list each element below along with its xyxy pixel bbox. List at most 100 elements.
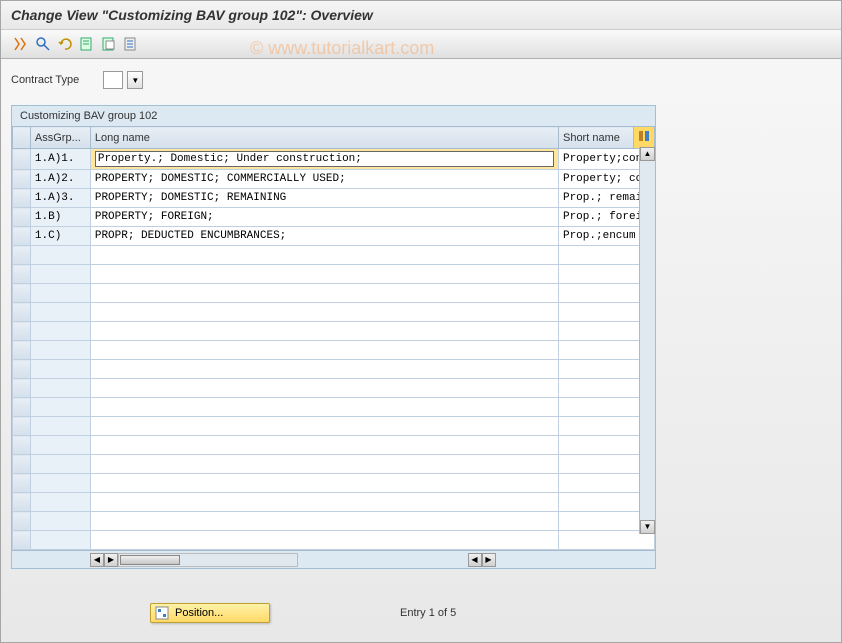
row-selector[interactable] <box>13 360 31 379</box>
cell-long[interactable] <box>90 474 558 493</box>
find-icon[interactable] <box>33 34 53 54</box>
cell-assgrp[interactable]: 1.B) <box>30 208 90 227</box>
table-row-empty[interactable] <box>13 398 655 417</box>
row-selector[interactable] <box>13 341 31 360</box>
cell-assgrp[interactable] <box>30 398 90 417</box>
col-assgrp-header[interactable]: AssGrp... <box>30 127 90 149</box>
scroll-left-icon-2[interactable]: ◀ <box>468 553 482 567</box>
scroll-right-icon-2[interactable]: ▶ <box>482 553 496 567</box>
table-row-empty[interactable] <box>13 474 655 493</box>
cell-long[interactable] <box>90 303 558 322</box>
cell-long[interactable]: PROPERTY; DOMESTIC; REMAINING <box>90 189 558 208</box>
row-selector[interactable] <box>13 455 31 474</box>
row-selector[interactable] <box>13 303 31 322</box>
scroll-right-icon[interactable]: ▶ <box>104 553 118 567</box>
cell-long[interactable] <box>90 265 558 284</box>
cell-long[interactable]: PROPERTY; FOREIGN; <box>90 208 558 227</box>
cell-assgrp[interactable] <box>30 265 90 284</box>
cell-long[interactable] <box>90 512 558 531</box>
cell-long[interactable]: Property.; Domestic; Under construction; <box>90 149 558 170</box>
position-button[interactable]: Position... <box>150 603 270 623</box>
table-row-empty[interactable] <box>13 512 655 531</box>
cell-long[interactable] <box>90 360 558 379</box>
vertical-scrollbar[interactable]: ▲ ▼ <box>639 147 655 534</box>
cell-assgrp[interactable] <box>30 531 90 550</box>
cell-long[interactable]: PROPERTY; DOMESTIC; COMMERCIALLY USED; <box>90 170 558 189</box>
hscroll-track-left[interactable] <box>118 553 298 567</box>
cell-assgrp[interactable] <box>30 284 90 303</box>
table-row[interactable]: 1.A)3.PROPERTY; DOMESTIC; REMAININGProp.… <box>13 189 655 208</box>
table-row[interactable]: 1.C)PROPR; DEDUCTED ENCUMBRANCES;Prop.;e… <box>13 227 655 246</box>
row-selector[interactable] <box>13 531 31 550</box>
cell-assgrp[interactable]: 1.A)2. <box>30 170 90 189</box>
new-entries-icon[interactable] <box>77 34 97 54</box>
horizontal-scrollbar-left[interactable]: ◀ ▶ <box>90 551 298 568</box>
row-selector[interactable] <box>13 417 31 436</box>
cell-assgrp[interactable] <box>30 474 90 493</box>
cell-long[interactable] <box>90 436 558 455</box>
row-selector[interactable] <box>13 322 31 341</box>
cell-long[interactable] <box>90 379 558 398</box>
col-short-header[interactable]: Short name <box>558 127 633 149</box>
cell-long[interactable] <box>90 417 558 436</box>
cell-assgrp[interactable] <box>30 455 90 474</box>
cell-assgrp[interactable] <box>30 512 90 531</box>
row-selector[interactable] <box>13 474 31 493</box>
row-selector[interactable] <box>13 208 31 227</box>
row-selector[interactable] <box>13 189 31 208</box>
hscroll-thumb[interactable] <box>120 555 180 565</box>
row-selector[interactable] <box>13 436 31 455</box>
row-selector[interactable] <box>13 265 31 284</box>
scroll-down-icon[interactable]: ▼ <box>640 520 655 534</box>
cell-assgrp[interactable] <box>30 341 90 360</box>
cell-long[interactable] <box>90 493 558 512</box>
other-view-icon[interactable] <box>11 34 31 54</box>
cell-assgrp[interactable] <box>30 417 90 436</box>
col-config-icon[interactable] <box>633 127 654 149</box>
row-selector[interactable] <box>13 284 31 303</box>
row-selector[interactable] <box>13 170 31 189</box>
table-row[interactable]: 1.B)PROPERTY; FOREIGN;Prop.; foreig <box>13 208 655 227</box>
table-row[interactable]: 1.A)2.PROPERTY; DOMESTIC; COMMERCIALLY U… <box>13 170 655 189</box>
table-row-empty[interactable] <box>13 531 655 550</box>
cell-assgrp[interactable] <box>30 379 90 398</box>
cell-long[interactable] <box>90 531 558 550</box>
cell-assgrp[interactable]: 1.C) <box>30 227 90 246</box>
cell-assgrp[interactable] <box>30 360 90 379</box>
cell-assgrp[interactable] <box>30 493 90 512</box>
horizontal-scrollbar-right[interactable]: ◀ ▶ <box>468 551 638 568</box>
table-row-empty[interactable] <box>13 379 655 398</box>
row-selector[interactable] <box>13 227 31 246</box>
scroll-up-icon[interactable]: ▲ <box>640 147 655 161</box>
table-row-empty[interactable] <box>13 360 655 379</box>
cell-long[interactable] <box>90 322 558 341</box>
cell-assgrp[interactable] <box>30 246 90 265</box>
table-row[interactable]: 1.A)1.Property.; Domestic; Under constru… <box>13 149 655 170</box>
table-row-empty[interactable] <box>13 493 655 512</box>
cell-assgrp[interactable]: 1.A)1. <box>30 149 90 170</box>
copy-icon[interactable] <box>99 34 119 54</box>
cell-assgrp[interactable] <box>30 436 90 455</box>
delete-icon[interactable] <box>121 34 141 54</box>
cell-long[interactable] <box>90 398 558 417</box>
table-row-empty[interactable] <box>13 341 655 360</box>
row-selector[interactable] <box>13 512 31 531</box>
row-selector[interactable] <box>13 246 31 265</box>
row-selector[interactable] <box>13 493 31 512</box>
table-row-empty[interactable] <box>13 417 655 436</box>
cell-long[interactable] <box>90 284 558 303</box>
table-row-empty[interactable] <box>13 303 655 322</box>
contract-type-input[interactable] <box>103 71 123 89</box>
cell-assgrp[interactable] <box>30 322 90 341</box>
cell-assgrp[interactable] <box>30 303 90 322</box>
table-row-empty[interactable] <box>13 455 655 474</box>
cell-long[interactable] <box>90 455 558 474</box>
table-row-empty[interactable] <box>13 265 655 284</box>
table-row-empty[interactable] <box>13 284 655 303</box>
cell-long[interactable] <box>90 341 558 360</box>
dropdown-icon[interactable]: ▼ <box>127 71 143 89</box>
cell-long[interactable]: PROPR; DEDUCTED ENCUMBRANCES; <box>90 227 558 246</box>
scroll-left-icon[interactable]: ◀ <box>90 553 104 567</box>
col-long-header[interactable]: Long name <box>90 127 558 149</box>
table-row-empty[interactable] <box>13 246 655 265</box>
